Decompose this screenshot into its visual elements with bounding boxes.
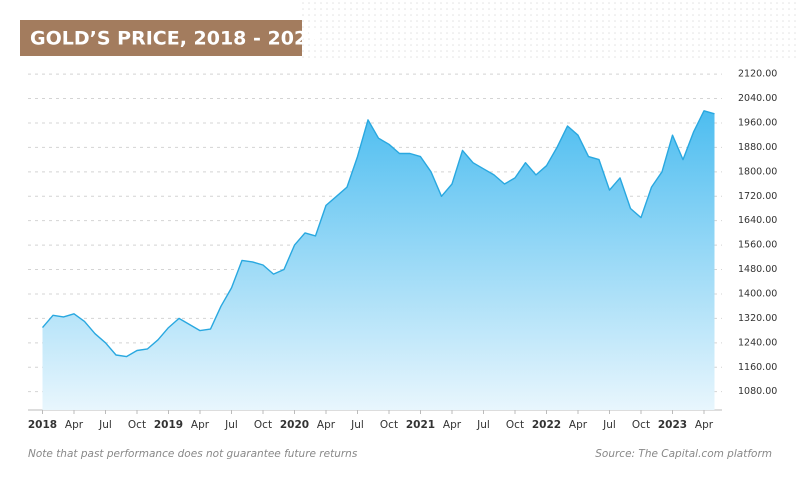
- y-tick-label: 1560.00: [738, 240, 777, 251]
- x-tick-label: 2020: [280, 419, 309, 431]
- x-tick-label: Oct: [128, 419, 146, 431]
- x-tick-label: 2023: [658, 419, 687, 431]
- line: [41, 110, 715, 358]
- y-tick-label: 1320.00: [738, 313, 777, 324]
- x-tick-label: Jul: [602, 419, 616, 431]
- footnote: Note that past performance does not guar…: [28, 448, 358, 460]
- x-tick-label: Jul: [350, 419, 364, 431]
- x-tick-label: Apr: [191, 419, 210, 431]
- y-tick-label: 1160.00: [738, 362, 777, 373]
- chart-title: GOLD’S PRICE, 2018 - 2023: [30, 28, 320, 50]
- x-tick-label: 2018: [28, 419, 57, 431]
- y-tick-label: 1400.00: [738, 288, 777, 299]
- y-tick-label: 1640.00: [738, 215, 777, 226]
- x-tick-label: Apr: [443, 419, 462, 431]
- x-tick-label: Oct: [380, 419, 398, 431]
- y-tick-label: 1800.00: [738, 166, 777, 177]
- y-tick-label: 1240.00: [738, 337, 777, 348]
- source: Source: The Capital.com platform: [595, 448, 772, 460]
- y-tick-label: 1880.00: [738, 142, 777, 153]
- y-tick-label: 1080.00: [738, 386, 777, 397]
- y-tick-label: 1480.00: [738, 264, 777, 275]
- x-tick-label: Apr: [65, 419, 84, 431]
- y-tick-label: 2040.00: [738, 93, 777, 104]
- title-banner: [20, 20, 302, 56]
- x-tick-label: 2021: [406, 419, 435, 431]
- x-tick-label: Jul: [224, 419, 238, 431]
- x-tick-label: Apr: [695, 419, 714, 431]
- x-tick-label: 2019: [154, 419, 183, 431]
- x-tick-label: Apr: [317, 419, 336, 431]
- y-tick-label: 2120.00: [738, 69, 777, 80]
- y-tick-label: 1720.00: [738, 191, 777, 202]
- area: [42, 110, 715, 411]
- x-tick-label: Apr: [569, 419, 588, 431]
- x-tick-label: 2022: [532, 419, 561, 431]
- x-tick-label: Jul: [476, 419, 490, 431]
- y-tick-label: 1960.00: [738, 117, 777, 128]
- x-tick-label: Oct: [632, 419, 650, 431]
- x-tick-label: Jul: [98, 419, 112, 431]
- background-pattern: [300, 0, 800, 62]
- x-tick-label: Oct: [506, 419, 524, 431]
- x-tick-label: Oct: [254, 419, 272, 431]
